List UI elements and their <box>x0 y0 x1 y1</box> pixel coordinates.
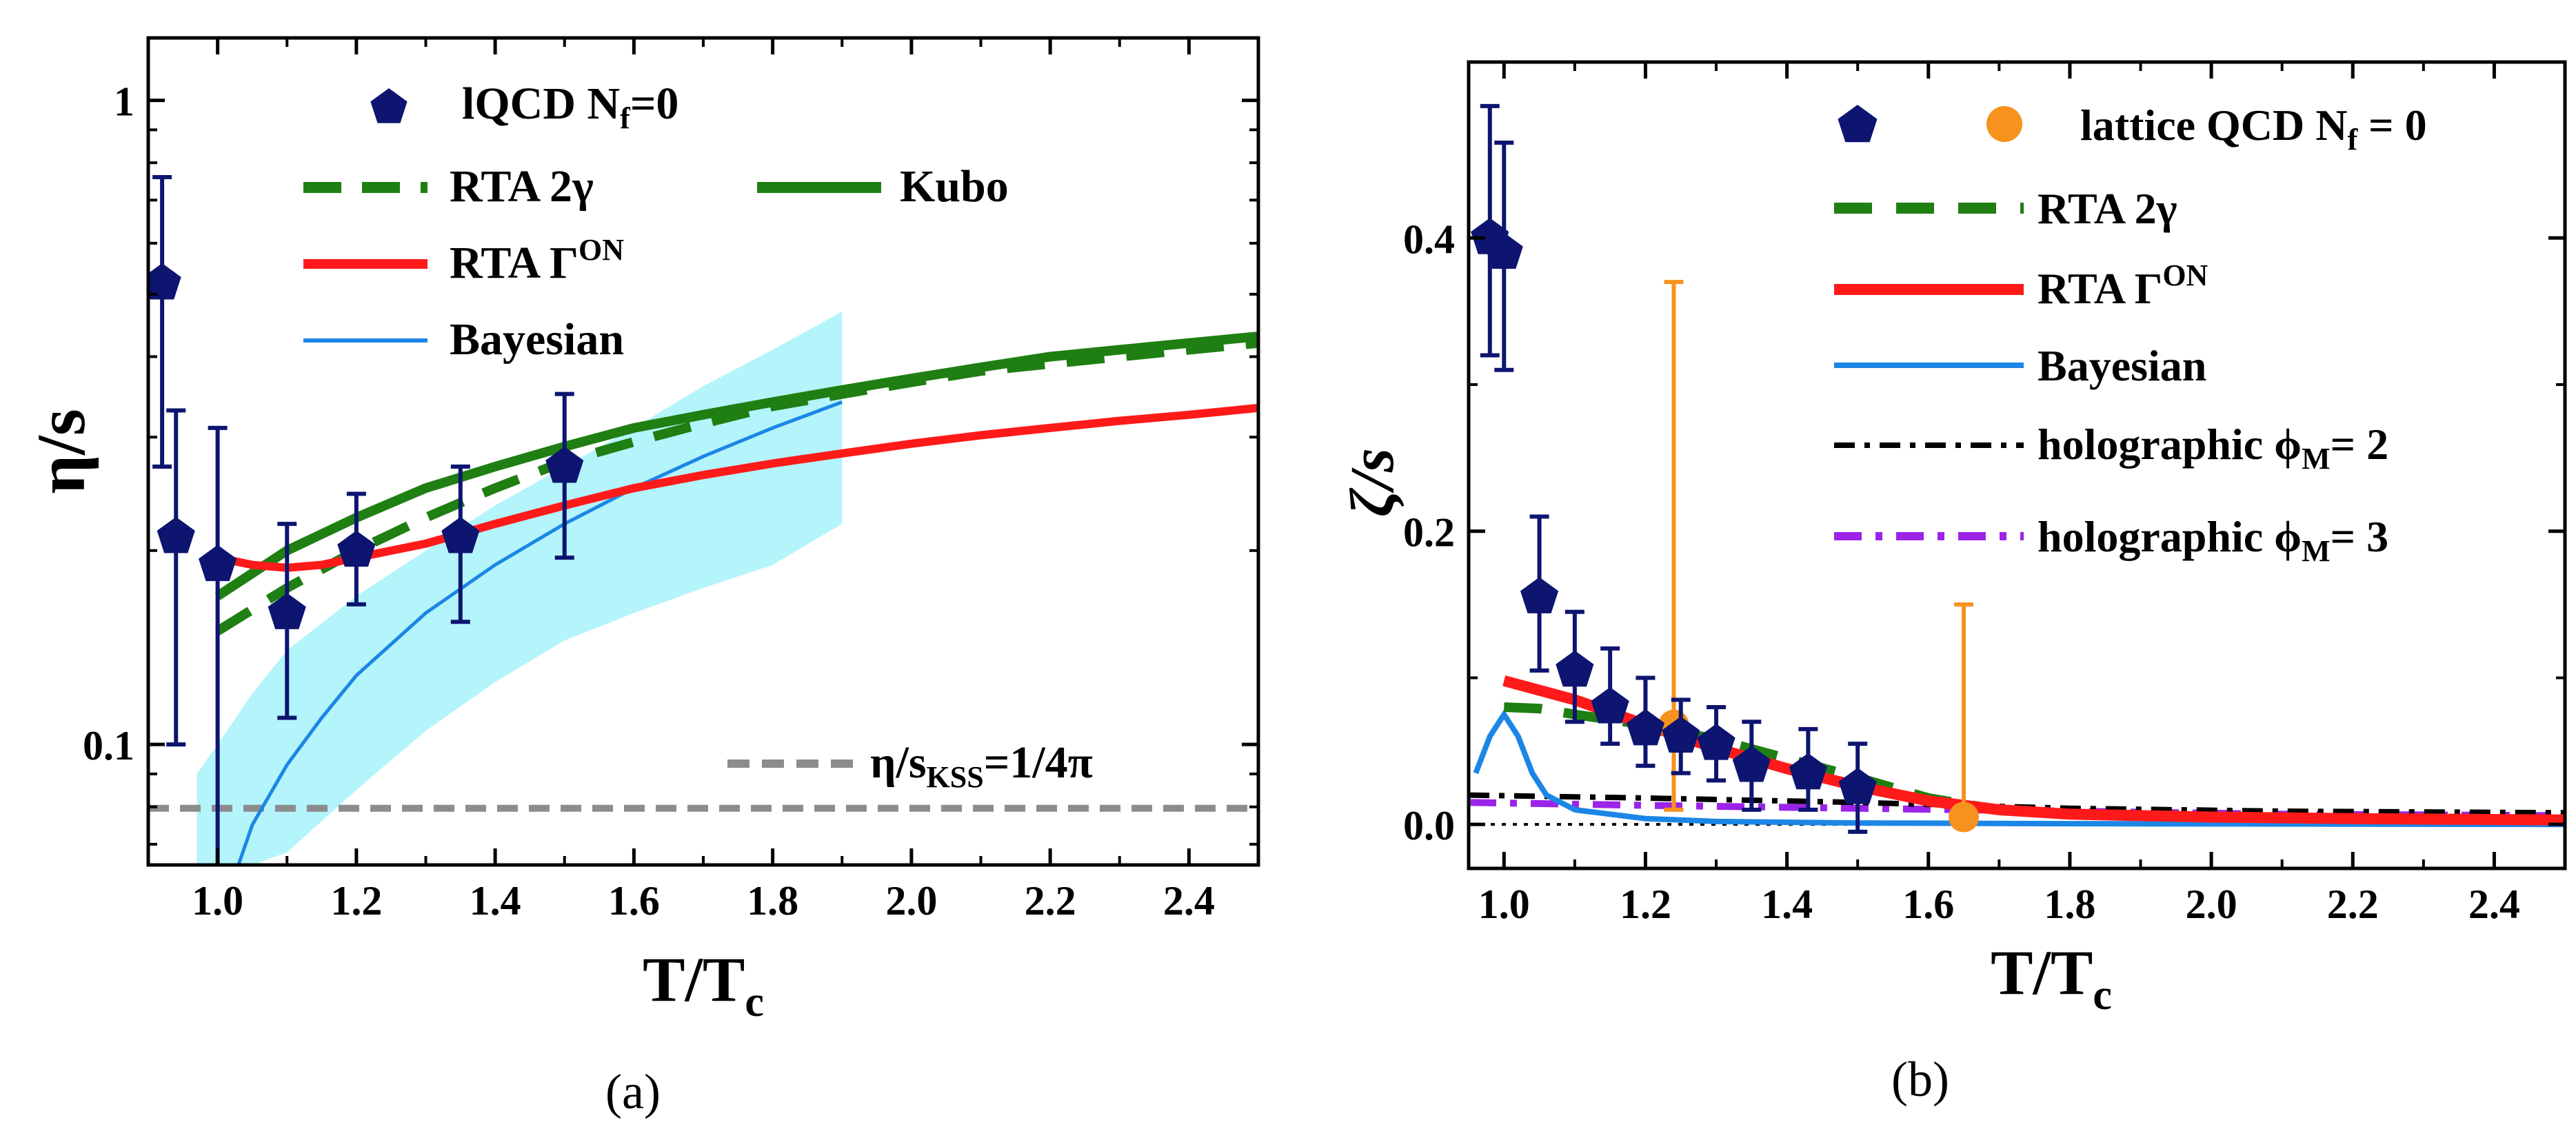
bayesian-curve-b <box>1473 709 2565 828</box>
lattice-orange-point-marker <box>1949 802 1980 833</box>
x-tick-label: 1.8 <box>2044 882 2095 927</box>
x-tick-label: 1.0 <box>192 878 243 924</box>
y-tick-label: 0.0 <box>1403 803 1455 848</box>
x-tick-label: 2.0 <box>885 878 937 924</box>
legend-rtaon-label-b: RTA ΓON <box>2037 258 2208 313</box>
x-tick-label: 2.4 <box>1163 878 1215 924</box>
legend-a: lQCD Nf=0 RTA 2γ Kubo RTA ΓON Bayesian η… <box>303 79 1093 794</box>
x-axis-label-a: T/Tc <box>643 944 764 1026</box>
legend-lattice-blue-marker <box>1838 105 1878 143</box>
legend-rta2g-label-b: RTA 2γ <box>2037 184 2177 233</box>
legend-lattice-label: lattice QCD Nf = 0 <box>2080 101 2427 156</box>
x-tick-label: 2.0 <box>2186 882 2237 927</box>
lattice-blue-point-2 <box>1520 514 1559 673</box>
panel-label-b: (b) <box>1891 1052 1949 1107</box>
legend-bayes-label: Bayesian <box>450 314 624 365</box>
lqcd-point-6 <box>545 391 584 560</box>
x-tick-label: 1.6 <box>608 878 660 924</box>
lattice-blue-point-marker <box>1556 650 1594 687</box>
y-axis-label-a: η/s <box>23 409 99 494</box>
lattice-blue-point-1 <box>1485 141 1523 372</box>
lattice-blue-point-marker <box>1520 577 1559 613</box>
lattice-blue-point-marker <box>1789 753 1827 790</box>
legend-kubo-label: Kubo <box>900 161 1009 212</box>
lqcd-point-marker <box>157 517 195 553</box>
plot-frame-b <box>1467 60 2567 870</box>
lattice-blue-point-marker <box>1697 724 1735 760</box>
y-tick-label: 0.4 <box>1403 216 1455 262</box>
lqcd-point-4 <box>337 491 376 607</box>
legend-lqcd-label: lQCD Nf=0 <box>462 79 678 135</box>
lattice-blue-point-7 <box>1697 705 1735 783</box>
rta-gamma-on-curve <box>217 403 1258 572</box>
rta-2gamma-curve <box>214 338 1258 635</box>
lqcd-point-1 <box>157 408 195 747</box>
lattice-orange-point-1 <box>1949 602 1980 833</box>
x-axis-label-b: T/Tc <box>1991 937 2112 1019</box>
legend-lattice-orange-marker <box>1986 106 2022 142</box>
lqcd-point-5 <box>441 465 480 624</box>
lattice-blue-point-9 <box>1789 726 1827 812</box>
lattice-blue-point-10 <box>1838 742 1877 834</box>
lattice-blue-points <box>1471 103 1877 834</box>
holographic-phi2-curve <box>1469 792 2565 816</box>
legend-rtaon-label: RTA ΓON <box>450 233 624 288</box>
lattice-blue-point-3 <box>1556 609 1594 724</box>
kubo-curve <box>214 332 1258 600</box>
y-tick-label: 1 <box>114 79 134 125</box>
lqcd-point-0 <box>148 174 181 469</box>
legend-holo3-label: holographic ϕM= 3 <box>2037 512 2388 568</box>
lattice-blue-point-0 <box>1471 103 1509 358</box>
panel-a: 1.0 1.2 1.4 1.6 1.8 2.0 2.2 2.4 0.11 lQCD Nf=0 … <box>23 36 1260 1119</box>
x-tick-label: 1.4 <box>470 878 521 924</box>
x-ticks-b: 1.0 1.2 1.4 1.6 1.8 2.0 2.2 2.4 <box>1478 62 2566 927</box>
x-tick-label: 1.6 <box>1902 882 1954 927</box>
panel-label-a: (a) <box>605 1064 661 1119</box>
x-tick-label: 1.2 <box>330 878 382 924</box>
lattice-blue-point-6 <box>1662 697 1700 775</box>
lqcd-point-3 <box>268 522 306 720</box>
lattice-blue-point-marker <box>1838 768 1877 804</box>
x-tick-label: 1.0 <box>1478 882 1530 927</box>
lattice-blue-point-5 <box>1626 675 1665 768</box>
bayesian-uncertainty-band <box>197 312 843 865</box>
legend-rta2g-label: RTA 2γ <box>450 161 594 212</box>
lqcd-point-marker <box>337 530 376 567</box>
y-axis-label-b: ζ/s <box>1338 448 1407 517</box>
x-tick-label: 2.2 <box>1025 878 1076 924</box>
legend-lqcd-marker <box>370 88 407 123</box>
lattice-blue-point-4 <box>1591 646 1629 746</box>
lqcd-points <box>148 174 584 865</box>
holographic-phi3-curve <box>1469 799 2565 819</box>
lqcd-point-2 <box>199 425 237 865</box>
x-tick-label: 1.2 <box>1620 882 1671 927</box>
y-ticks-b: 0.0 0.2 0.4 <box>1403 216 2565 848</box>
lattice-blue-point-8 <box>1732 720 1771 812</box>
legend-holo2-label: holographic ϕM= 2 <box>2037 420 2388 476</box>
legend-kss-label: η/sKSS=1/4π <box>870 737 1093 794</box>
y-ticks-a: 0.11 <box>83 79 1258 846</box>
lqcd-point-marker <box>199 544 237 582</box>
x-ticks-a: 1.0 1.2 1.4 1.6 1.8 2.0 2.2 2.4 <box>147 38 1260 924</box>
x-tick-label: 2.2 <box>2327 882 2379 927</box>
y-tick-label: 0.2 <box>1403 510 1455 556</box>
lattice-blue-point-marker <box>1591 687 1629 724</box>
legend-bayes-label-b: Bayesian <box>2037 341 2206 390</box>
legend-b: lattice QCD Nf = 0 RTA 2γ RTA ΓON Bayesi… <box>1834 101 2427 568</box>
x-tick-label: 2.4 <box>2468 882 2520 927</box>
y-tick-label: 0.1 <box>83 723 134 768</box>
panel-b: 1.0 1.2 1.4 1.6 1.8 2.0 2.2 2.4 0.0 0.2 0.4 latti… <box>1338 60 2567 1107</box>
x-tick-label: 1.8 <box>747 878 798 924</box>
x-tick-label: 1.4 <box>1761 882 1813 927</box>
